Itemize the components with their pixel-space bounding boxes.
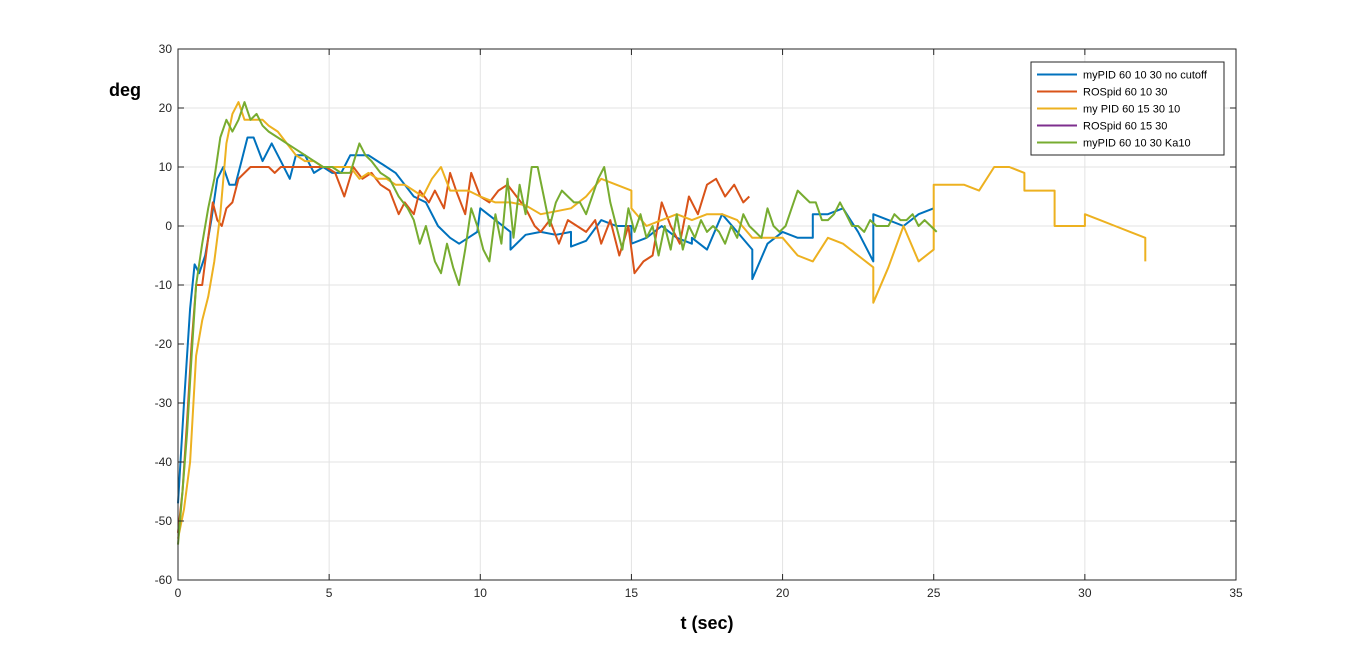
plot-frame: [177, 48, 1237, 581]
y-tick-label: -20: [155, 337, 173, 351]
x-tick-label: 20: [776, 586, 790, 600]
series-line-2: [177, 166, 751, 533]
legend: myPID 60 10 30 no cutoff ROSpid 60 10 30 m…: [1030, 61, 1225, 156]
axis-ticks: 0 5 10 15 20 25 30 35 -60 -50 -40 -30 -20 -10 0 10 20 30: [155, 42, 1243, 600]
x-tick-label: 15: [625, 586, 639, 600]
x-tick-label: 25: [927, 586, 941, 600]
y-tick-label: 20: [159, 101, 173, 115]
legend-entry-2: ROSpid 60 10 30: [1083, 87, 1167, 99]
y-tick-label: -60: [155, 573, 173, 587]
y-tick-label: 0: [165, 219, 172, 233]
y-axis-label: deg: [109, 80, 141, 100]
y-tick-label: -40: [155, 455, 173, 469]
x-tick-label: 5: [326, 586, 333, 600]
y-tick-label: -50: [155, 514, 173, 528]
legend-entry-1: myPID 60 10 30 no cutoff: [1083, 70, 1208, 82]
x-axis-label: t (sec): [680, 613, 733, 633]
x-tick-label: 10: [474, 586, 488, 600]
legend-entry-5: myPID 60 10 30 Ka10: [1083, 138, 1191, 150]
y-tick-label: 30: [159, 42, 173, 56]
x-tick-label: 30: [1078, 586, 1092, 600]
x-tick-label: 35: [1229, 586, 1243, 600]
y-tick-label: -10: [155, 278, 173, 292]
legend-entry-4: ROSpid 60 15 30: [1083, 121, 1167, 133]
y-tick-label: -30: [155, 396, 173, 410]
series-line-5: [177, 101, 938, 545]
legend-entry-3: my PID 60 15 30 10: [1083, 104, 1180, 116]
series-layer: [177, 101, 1147, 545]
x-tick-label: 0: [175, 586, 182, 600]
y-tick-label: 10: [159, 160, 173, 174]
